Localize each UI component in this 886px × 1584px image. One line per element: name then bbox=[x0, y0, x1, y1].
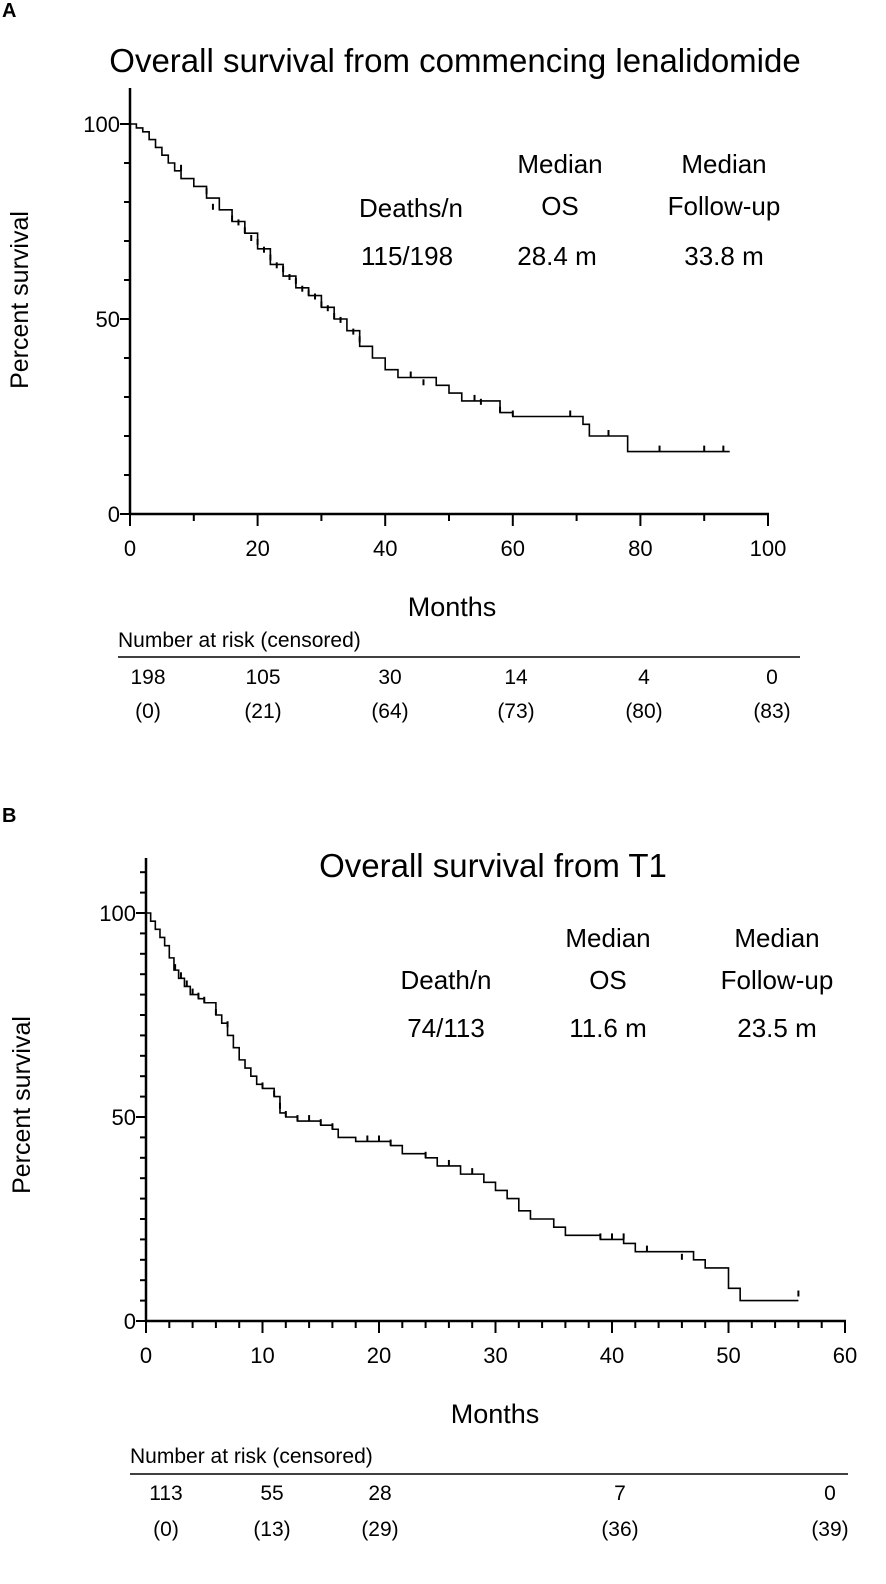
y-tick-label: 50 bbox=[112, 1105, 136, 1130]
stats-header-median-os-a: Median OS bbox=[517, 149, 602, 221]
risk-at-count: 55 bbox=[260, 1482, 283, 1505]
panel-a: A Overall survival from commencing lenal… bbox=[2, 0, 801, 723]
risk-at-count: 105 bbox=[245, 666, 280, 689]
risk-table-a: Number at risk (censored) 198 (0) 105 (21) 3… bbox=[118, 629, 800, 723]
x-tick-label: 80 bbox=[628, 536, 652, 561]
x-tick-label: 100 bbox=[750, 536, 787, 561]
axes-b: 0 50 100 0 10 20 30 40 50 60 bbox=[99, 858, 857, 1368]
x-tick-label: 60 bbox=[833, 1343, 857, 1368]
stats-value-median-followup-a: 33.8 m bbox=[684, 241, 764, 271]
axes-a: 0 50 100 0 20 40 60 80 100 bbox=[83, 88, 786, 561]
risk-at-count: 4 bbox=[638, 666, 650, 689]
y-tick-label: 0 bbox=[108, 502, 120, 527]
x-tick-label: 20 bbox=[245, 536, 269, 561]
x-tick-label: 40 bbox=[373, 536, 397, 561]
risk-censored-count: (29) bbox=[361, 1518, 398, 1541]
y-tick-label: 100 bbox=[83, 112, 120, 137]
x-tick-label: 0 bbox=[140, 1343, 152, 1368]
panel-label-a: A bbox=[2, 0, 16, 22]
y-axis-label-b: Percent survival bbox=[8, 1016, 36, 1194]
y-tick-label: 100 bbox=[99, 901, 136, 926]
risk-at-count: 7 bbox=[614, 1482, 626, 1505]
y-tick-label: 0 bbox=[124, 1309, 136, 1334]
x-axis-label-a: Months bbox=[408, 592, 497, 622]
panel-b: B Overall survival from T1 Percent survi… bbox=[2, 805, 857, 1541]
chart-title-b: Overall survival from T1 bbox=[319, 847, 667, 884]
risk-table-columns-b: 113 (0) 55 (13) 28 (29) 7 (36) 0 (39) bbox=[149, 1482, 848, 1541]
curve-b bbox=[146, 912, 800, 1302]
stats-header-median-os-b: Median OS bbox=[565, 923, 650, 995]
risk-at-count: 113 bbox=[149, 1482, 182, 1505]
stats-header-deaths-b: Death/n bbox=[400, 965, 491, 995]
risk-at-count: 14 bbox=[504, 666, 528, 689]
stats-value-median-os-a: 28.4 m bbox=[517, 241, 597, 271]
risk-table-title-a: Number at risk (censored) bbox=[118, 629, 361, 652]
stats-value-median-os-b: 11.6 m bbox=[569, 1013, 647, 1043]
risk-at-count: 30 bbox=[378, 666, 401, 689]
survival-curve-line bbox=[130, 123, 730, 453]
curve-a bbox=[130, 123, 730, 453]
risk-censored-count: (13) bbox=[253, 1518, 290, 1541]
risk-censored-count: (21) bbox=[244, 700, 281, 723]
risk-censored-count: (36) bbox=[601, 1518, 638, 1541]
x-tick-label: 60 bbox=[501, 536, 525, 561]
x-tick-label: 10 bbox=[250, 1343, 274, 1368]
risk-table-b: Number at risk (censored) 113 (0) 55 (13) 28… bbox=[130, 1445, 849, 1541]
stats-header-median-followup-a: Median Follow-up bbox=[668, 149, 781, 221]
x-tick-label: 40 bbox=[600, 1343, 624, 1368]
risk-censored-count: (0) bbox=[153, 1518, 179, 1541]
stats-header-deaths-a: Deaths/n bbox=[359, 193, 463, 223]
stats-b: Death/n Median OS Median Follow-up 74/113 … bbox=[400, 923, 833, 1043]
chart-title-a: Overall survival from commencing lenalid… bbox=[109, 42, 800, 79]
risk-table-title-b: Number at risk (censored) bbox=[130, 1445, 373, 1468]
y-tick-label: 50 bbox=[96, 307, 120, 332]
x-tick-label: 20 bbox=[367, 1343, 391, 1368]
risk-at-count: 0 bbox=[824, 1482, 836, 1505]
stats-value-deaths-b: 74/113 bbox=[407, 1013, 485, 1043]
risk-censored-count: (39) bbox=[811, 1518, 848, 1541]
panel-label-b: B bbox=[2, 805, 16, 827]
risk-censored-count: (0) bbox=[135, 700, 161, 723]
risk-at-count: 28 bbox=[368, 1482, 391, 1505]
x-tick-label: 30 bbox=[483, 1343, 507, 1368]
y-axis-label-a: Percent survival bbox=[6, 211, 34, 389]
risk-censored-count: (64) bbox=[371, 700, 408, 723]
x-axis-label-b: Months bbox=[451, 1399, 540, 1429]
stats-a: Deaths/n Median OS Median Follow-up 115/19… bbox=[359, 149, 780, 271]
risk-censored-count: (83) bbox=[753, 700, 790, 723]
risk-censored-count: (73) bbox=[497, 700, 534, 723]
x-tick-label: 50 bbox=[716, 1343, 740, 1368]
risk-at-count: 0 bbox=[766, 666, 778, 689]
stats-value-deaths-a: 115/198 bbox=[361, 241, 453, 271]
x-tick-label: 0 bbox=[124, 536, 136, 561]
stats-header-median-followup-b: Median Follow-up bbox=[721, 923, 834, 995]
risk-table-columns-a: 198 (0) 105 (21) 30 (64) 14 (73) 4 (80) 0 (83) bbox=[130, 666, 790, 723]
stats-value-median-followup-b: 23.5 m bbox=[737, 1013, 817, 1043]
risk-censored-count: (80) bbox=[625, 700, 662, 723]
risk-at-count: 198 bbox=[130, 666, 165, 689]
